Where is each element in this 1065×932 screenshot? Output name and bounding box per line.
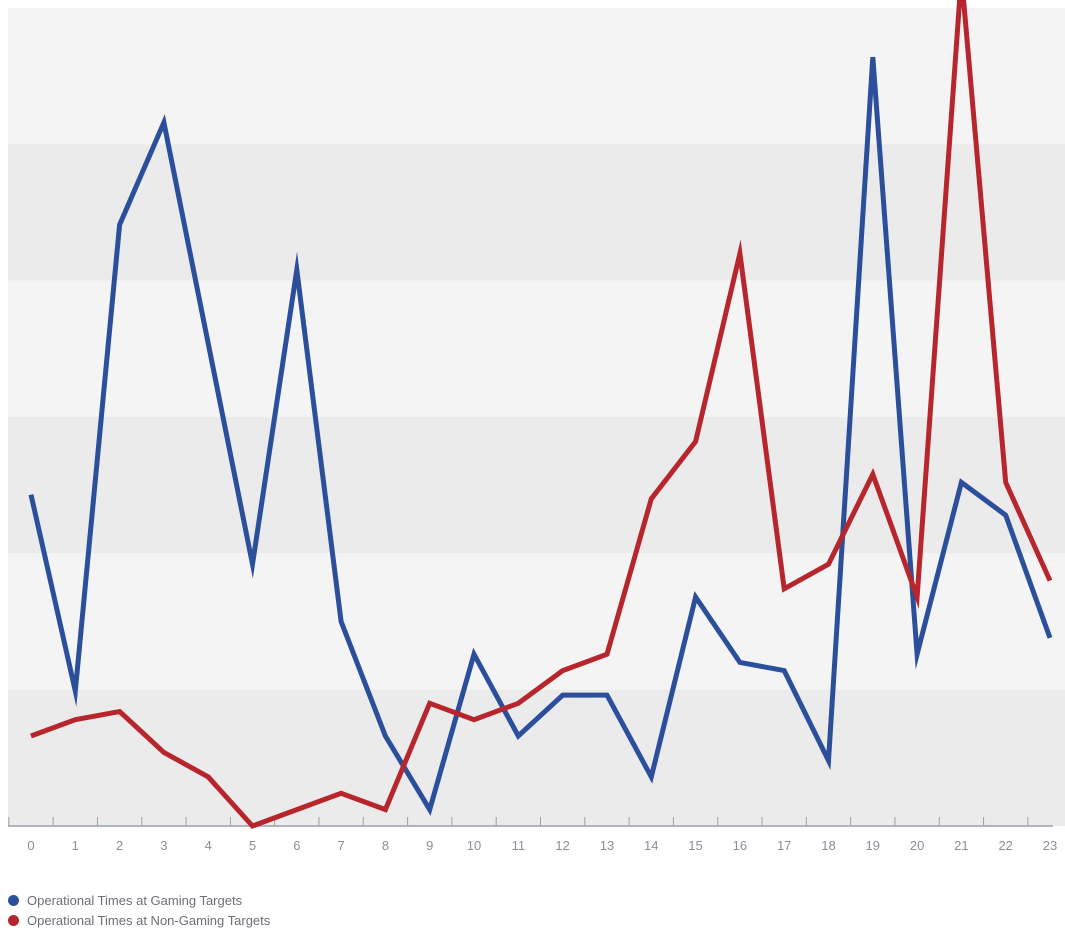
grid-band <box>8 280 1065 417</box>
legend-label-non-gaming: Operational Times at Non-Gaming Targets <box>27 912 271 928</box>
x-tick-label: 11 <box>512 838 526 853</box>
x-tick-label: 14 <box>644 838 658 853</box>
x-tick-label: 12 <box>555 838 569 853</box>
grid-band <box>8 417 1065 554</box>
x-tick-label: 15 <box>688 838 702 853</box>
x-tick-label: 8 <box>382 838 389 853</box>
x-tick-label: 23 <box>1043 838 1057 853</box>
series-line-gaming <box>28 56 1053 816</box>
x-tick-label: 22 <box>998 838 1012 853</box>
x-tick-label: 0 <box>27 838 34 853</box>
x-tick-label: 3 <box>160 838 167 853</box>
x-tick-label: 5 <box>249 838 256 853</box>
line-chart: 0 1 2 3 4 5 6 7 8 9 10 11 12 13 14 15 16 17 18 19 20 21 22 23 <box>8 0 1065 853</box>
x-tick-label: 20 <box>910 838 924 853</box>
x-tick-label: 1 <box>72 838 79 853</box>
background-bands <box>8 8 1065 826</box>
series-line-non-gaming <box>30 0 1053 829</box>
legend-label-gaming: Operational Times at Gaming Targets <box>27 892 243 908</box>
grid-band <box>8 8 1065 145</box>
grid-band <box>8 689 1065 826</box>
series-lines <box>28 0 1053 829</box>
legend: Operational Times at Gaming Targets Oper… <box>8 890 270 930</box>
x-tick-label: 2 <box>116 838 123 853</box>
x-tick-label: 16 <box>733 838 747 853</box>
legend-item-non-gaming: Operational Times at Non-Gaming Targets <box>8 910 270 930</box>
x-tick-label: 10 <box>467 838 481 853</box>
x-tick-label: 9 <box>426 838 433 853</box>
x-tick-label: 4 <box>205 838 212 853</box>
x-tick-label: 21 <box>954 838 968 853</box>
legend-item-gaming: Operational Times at Gaming Targets <box>8 890 270 910</box>
x-axis: 0 1 2 3 4 5 6 7 8 9 10 11 12 13 14 15 16 17 18 19 20 21 22 23 <box>8 817 1057 853</box>
x-tick-label: 6 <box>293 838 300 853</box>
x-tick-label: 19 <box>866 838 880 853</box>
x-tick-label: 7 <box>338 838 345 853</box>
grid-band <box>8 144 1065 281</box>
x-tick-label: 17 <box>777 838 791 853</box>
x-tick-label: 18 <box>821 838 835 853</box>
legend-dot-gaming <box>8 894 19 906</box>
x-tick-label: 13 <box>600 838 614 853</box>
grid-band <box>8 553 1065 690</box>
legend-dot-non-gaming <box>8 914 19 926</box>
